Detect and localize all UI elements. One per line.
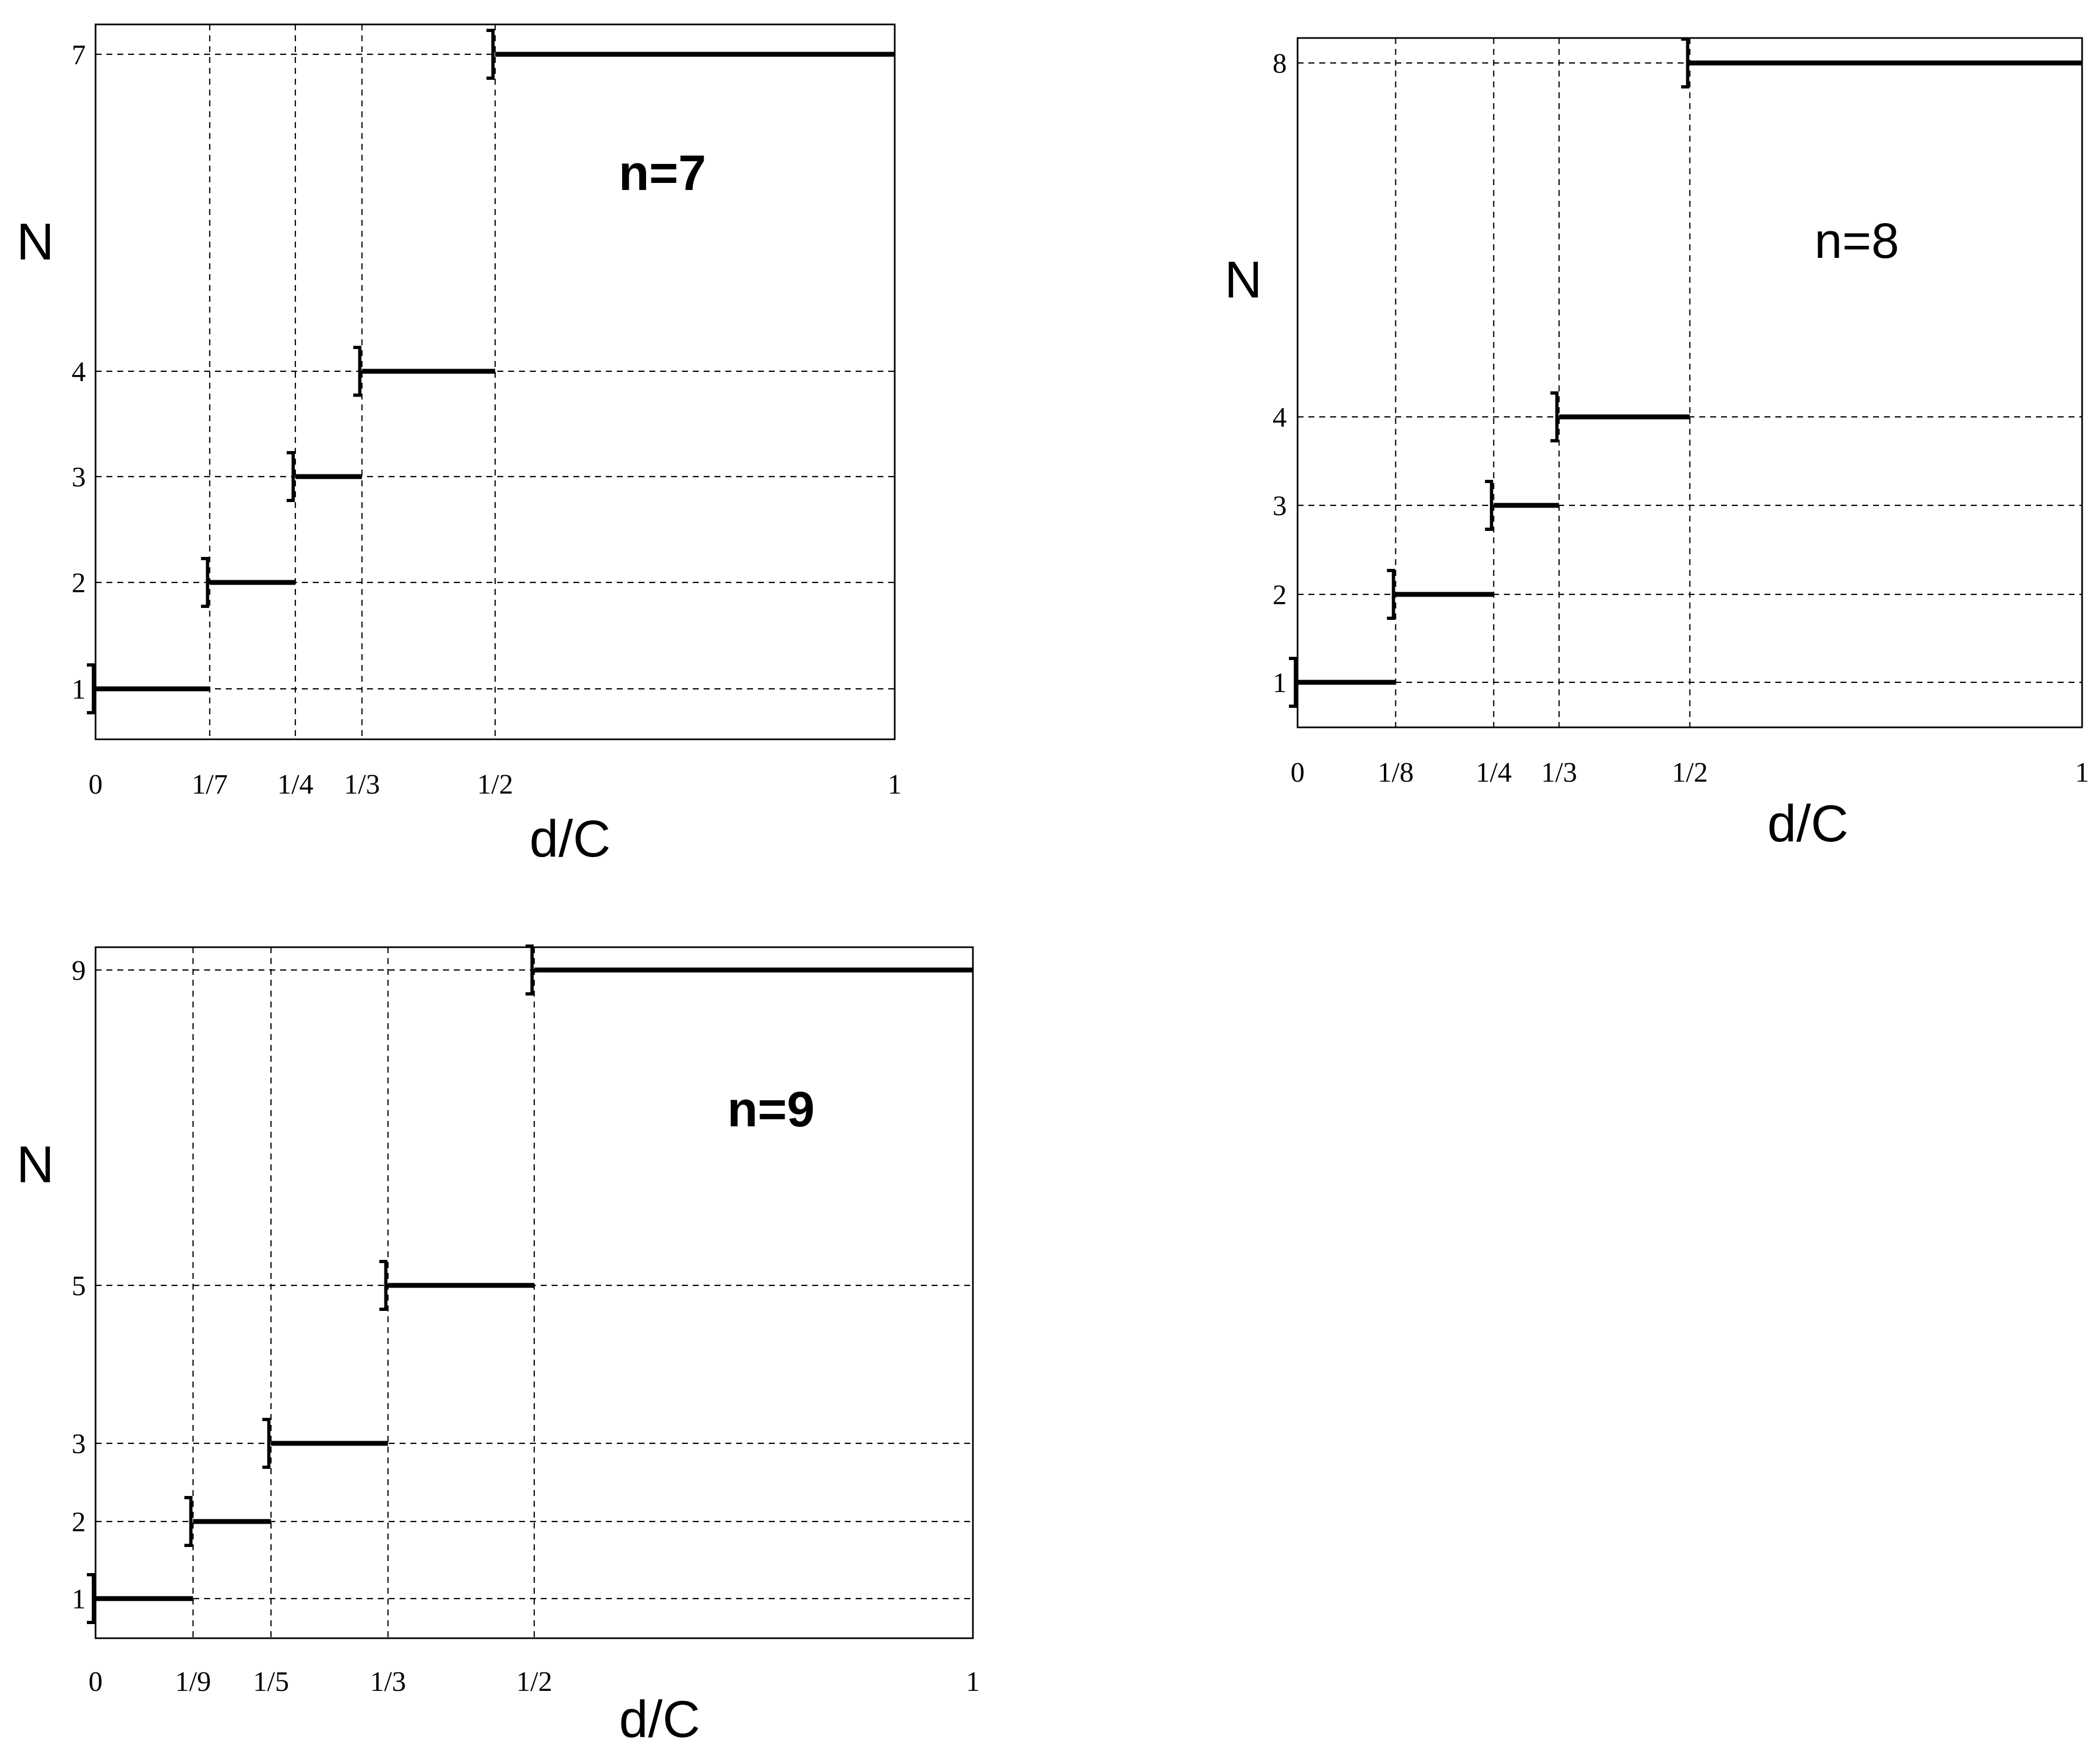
panel-annotation: n=9 [727,1082,814,1137]
x-tick-label: 1/2 [477,769,513,800]
y-tick-label: 9 [72,955,86,986]
step-bracket [201,557,210,608]
step-bracket [526,944,534,996]
step-bracket [184,1496,193,1547]
y-tick-label: 3 [72,462,86,493]
x-axis-title: d/C [619,1690,700,1748]
y-tick-label: 1 [72,674,86,705]
x-tick-label: 1/5 [253,1666,289,1697]
x-tick-label: 1/3 [344,769,379,800]
y-axis-title: N [1224,251,1262,309]
y-tick-label: 1 [72,1584,86,1615]
panel-annotation: n=8 [1814,213,1899,269]
y-tick-label: 3 [72,1429,86,1460]
step-bracket [1387,569,1395,620]
x-tick-label: 0 [1291,757,1305,788]
y-tick-label: 2 [72,1507,86,1538]
plot-area [87,944,973,1638]
y-tick-label: 2 [1273,580,1287,611]
x-tick-label: 1/4 [277,769,313,800]
x-tick-label: 1/3 [370,1666,406,1697]
x-tick-label: 1 [966,1666,980,1697]
step-bracket [1485,480,1494,531]
plot-area [1289,37,2082,727]
step-bracket [87,663,95,714]
plot-frame [94,23,896,740]
y-tick-label: 2 [72,568,86,599]
x-tick-label: 1 [888,769,902,800]
chart-panel-n-9: 0 1/9 1/5 1/3 1/2 1 1 2 3 5 9 d/C Nn=9 [16,944,980,1748]
y-axis-title: N [16,213,54,271]
x-axis-title: d/C [1767,795,1848,853]
x-tick-label: 1/7 [192,769,227,800]
y-tick-label: 8 [1273,48,1287,79]
chart-panel-n-7: 0 1/7 1/4 1/3 1/2 1 1 2 3 4 7 d/C Nn=7 [16,23,902,868]
plot-frame [1296,37,2083,728]
plot-area [87,24,895,739]
x-tick-label: 1 [2075,757,2089,788]
y-tick-label: 3 [1273,491,1287,522]
step-bracket [379,1260,388,1311]
step-bracket [287,451,295,502]
step-bracket [262,1418,271,1469]
y-tick-label: 4 [1273,402,1287,433]
x-tick-label: 1/8 [1377,757,1413,788]
x-tick-label: 1/2 [1672,757,1707,788]
y-tick-label: 4 [72,357,86,388]
y-axis-title: N [16,1136,54,1194]
step-bracket [1681,37,1690,88]
x-tick-label: 1/9 [175,1666,211,1697]
chart-panel-n-8: 0 1/8 1/4 1/3 1/2 1 1 2 3 4 8 d/C Nn=8 [1224,37,2089,853]
y-tick-label: 7 [72,40,86,71]
panel-annotation: n=7 [618,145,706,201]
step-bracket [1289,657,1297,708]
x-tick-label: 0 [88,1666,103,1697]
x-axis-title: d/C [529,810,610,868]
x-tick-label: 1/4 [1476,757,1511,788]
x-tick-label: 0 [88,769,103,800]
step-bracket [486,29,495,80]
step-bracket [1550,391,1559,442]
x-tick-label: 1/3 [1541,757,1577,788]
plot-frame [94,946,974,1639]
y-tick-label: 5 [72,1271,86,1302]
x-tick-label: 1/2 [516,1666,552,1697]
step-bracket [353,346,362,397]
y-tick-label: 1 [1273,668,1287,699]
step-bracket [87,1573,95,1624]
